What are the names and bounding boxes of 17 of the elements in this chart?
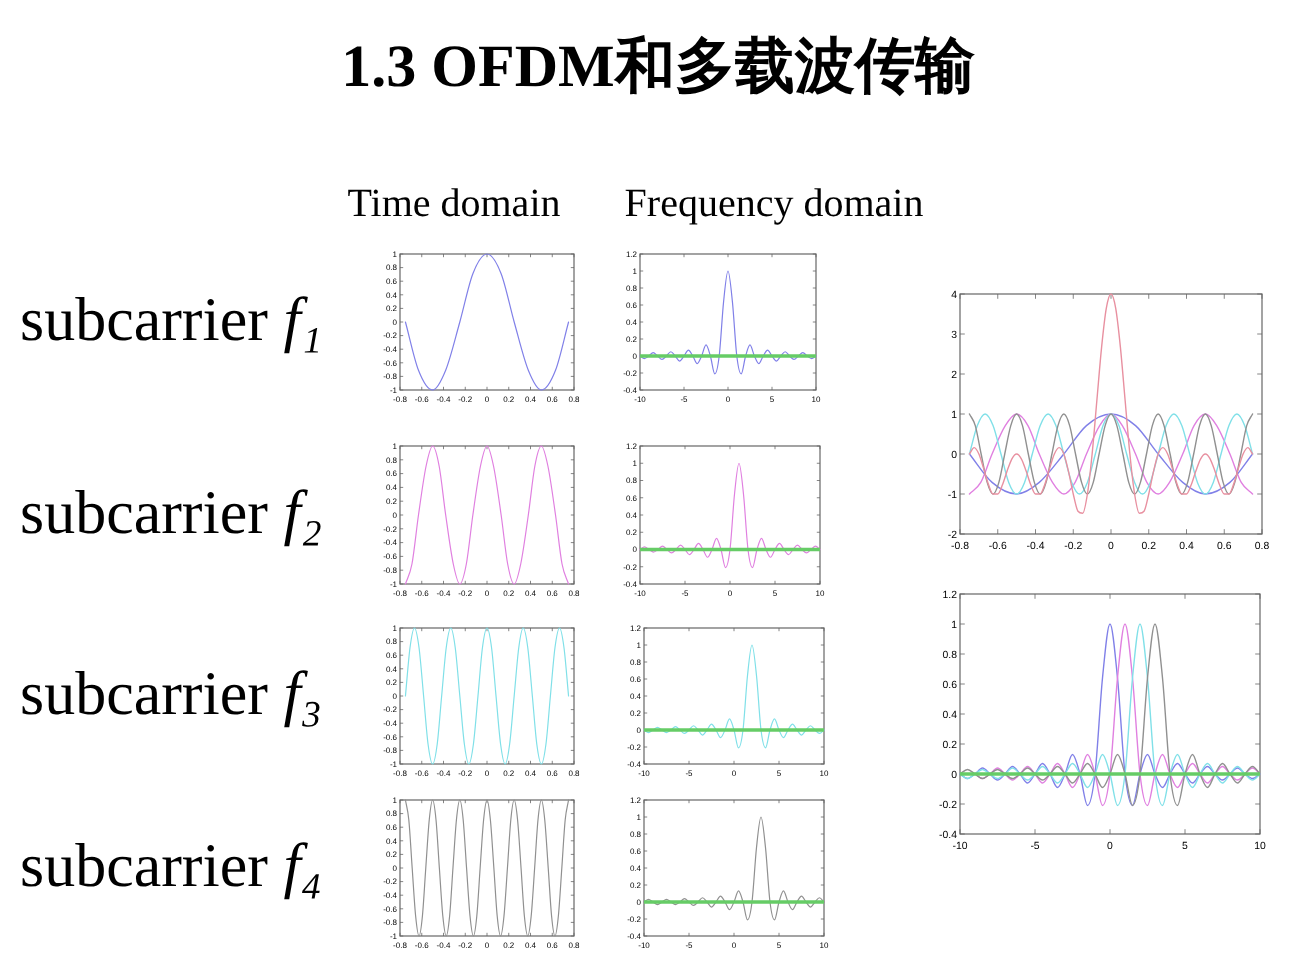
line-series bbox=[643, 644, 825, 749]
y-axis-title: subcarrier f₂ bbox=[20, 477, 323, 547]
line-series bbox=[404, 799, 570, 937]
line-series bbox=[639, 462, 821, 569]
chart-title: Time domain bbox=[347, 182, 561, 226]
y-axis-title: subcarrier f₃ bbox=[20, 658, 323, 728]
line-series bbox=[968, 293, 1254, 514]
text: 1.3 OFDM和多载波传输 bbox=[341, 34, 975, 100]
line-series bbox=[404, 445, 570, 585]
line-series bbox=[639, 270, 817, 375]
chart-title: Frequency domain bbox=[624, 182, 924, 226]
line-series bbox=[404, 253, 570, 391]
y-axis-title: subcarrier f₄ bbox=[20, 830, 323, 900]
line-series bbox=[643, 816, 825, 921]
line-series bbox=[968, 413, 1254, 495]
line-series bbox=[404, 627, 570, 765]
y-axis-title: subcarrier f₁ bbox=[20, 284, 323, 354]
